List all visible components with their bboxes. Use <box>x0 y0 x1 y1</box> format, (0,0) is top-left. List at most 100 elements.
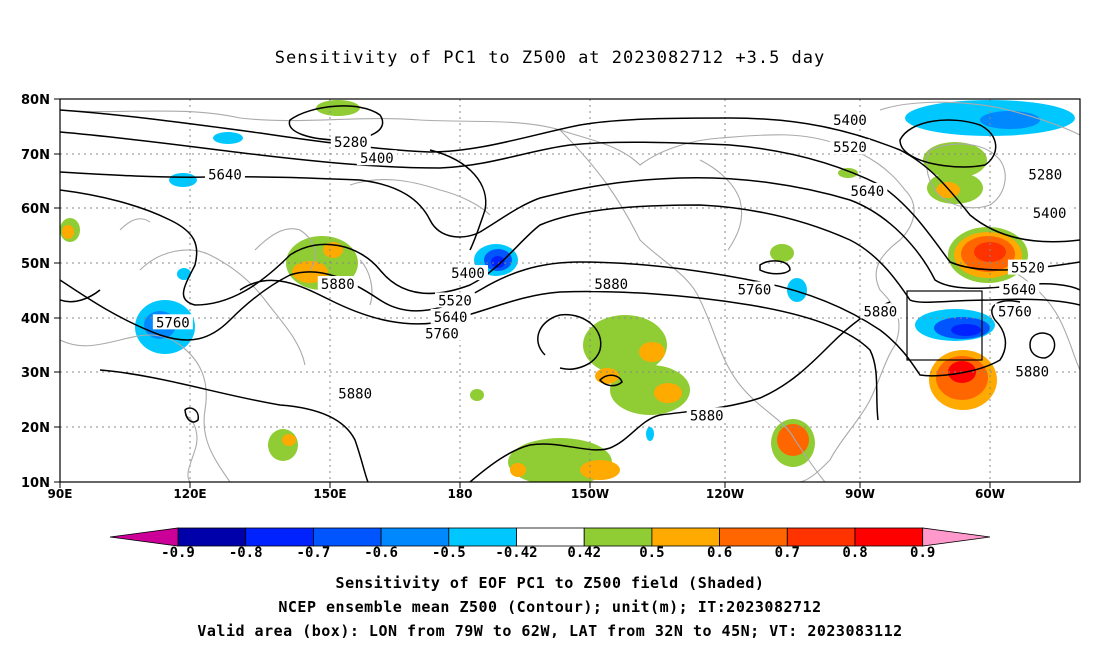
contour-label-bg <box>335 385 376 401</box>
caption-line-3: Valid area (box): LON from 79W to 62W, L… <box>197 622 903 640</box>
contour-label: 5880 <box>338 386 372 402</box>
contour-label: 5280 <box>1028 168 1062 184</box>
contour-label-bg <box>734 281 775 297</box>
lon-label: 180 <box>447 487 472 501</box>
contour-label-bg <box>356 150 397 166</box>
colorbar-label: -0.9 <box>161 545 195 561</box>
negative-anomaly <box>213 132 243 144</box>
contour-label: 5640 <box>1002 283 1036 299</box>
contour-label: 5640 <box>434 310 468 326</box>
positive-anomaly <box>654 383 682 403</box>
contour-label: 5880 <box>1015 365 1049 381</box>
positive-anomaly <box>282 434 296 446</box>
contour-label-bg <box>860 303 901 319</box>
coastlines <box>60 101 1080 482</box>
contour-label-bg <box>317 276 358 292</box>
lon-label: 120E <box>173 487 206 501</box>
contour-label-bg <box>1012 363 1053 379</box>
shading-layer <box>60 100 1075 482</box>
colorbar-label: -0.6 <box>364 545 398 561</box>
contour-label-bg <box>434 292 475 308</box>
contour-label: 5280 <box>334 135 368 151</box>
contour-label: 5400 <box>451 266 485 282</box>
positive-anomaly <box>510 463 526 477</box>
positive-anomaly <box>838 168 858 178</box>
negative-anomaly <box>491 256 505 268</box>
colorbar-label: 0.9 <box>910 545 935 561</box>
contour-label: 5760 <box>425 326 459 342</box>
contour-label-bg <box>686 407 727 423</box>
lat-label: 30N <box>21 366 50 381</box>
lon-label: 90W <box>845 487 875 501</box>
contour-label-bg <box>994 303 1035 319</box>
colorbar-swatch <box>177 527 247 547</box>
contour-label-bg <box>430 308 471 324</box>
colorbar-swatch <box>448 527 517 547</box>
negative-anomaly <box>169 173 197 187</box>
colorbar-swatch <box>854 527 924 547</box>
colorbar-label: -0.5 <box>432 545 466 561</box>
positive-anomaly <box>62 225 74 239</box>
lon-label: 120W <box>706 487 744 501</box>
contour-label-bg <box>829 139 870 155</box>
contour-label-bg <box>847 183 888 199</box>
contour-label-bg <box>1025 166 1066 182</box>
contour-label-bg <box>204 166 245 182</box>
lon-label: 150E <box>313 487 346 501</box>
colorbar-labels: -0.9 -0.8 -0.7 -0.6 -0.5 -0.42 0.42 0.5 0.6 0.7 0.… <box>161 545 935 561</box>
lon-label: 150W <box>571 487 609 501</box>
contour-label-bg <box>1007 259 1048 275</box>
contour-label: 5760 <box>156 315 190 331</box>
negative-anomaly <box>980 111 1040 129</box>
colorbar-swatch <box>245 527 314 547</box>
colorbar-label: 0.5 <box>639 545 664 561</box>
longitude-labels: 90E 120E 150E 180 150W 120W 90W 60W <box>48 487 1005 501</box>
colorbar-swatch <box>380 527 450 547</box>
caption-line-2: NCEP ensemble mean Z500 (Contour); unit(… <box>278 598 822 616</box>
map-frame <box>59 98 1081 483</box>
caption-line-1: Sensitivity of EOF PC1 to Z500 field (Sh… <box>335 574 765 592</box>
contour-label: 5760 <box>998 304 1032 320</box>
colorbar-label: 0.7 <box>775 545 800 561</box>
positive-anomaly <box>770 244 794 262</box>
lat-label: 40N <box>21 312 50 327</box>
contour-label-bg <box>591 276 632 292</box>
colorbar-label: 0.42 <box>567 545 601 561</box>
lat-label: 10N <box>21 476 50 491</box>
positive-anomaly <box>470 389 484 401</box>
contour-label-bg <box>330 133 371 149</box>
contour-label: 5400 <box>360 151 394 167</box>
valid-area-box <box>906 290 983 361</box>
colorbar-swatch <box>651 527 721 547</box>
contour-labels: 5280540056405400552056405280540055205640… <box>152 111 1070 424</box>
contour-label-bg <box>448 265 488 281</box>
contour-label: 5760 <box>738 283 772 299</box>
contour-label: 5880 <box>594 277 628 293</box>
lat-label: 50N <box>21 257 50 272</box>
lat-label: 80N <box>21 93 50 108</box>
colorbar <box>109 527 991 547</box>
contour-label-bg <box>829 111 870 127</box>
colorbar-swatch <box>516 527 585 547</box>
positive-anomaly <box>974 242 1006 262</box>
z500-contours <box>60 105 1080 482</box>
contour-label-bg <box>999 281 1040 297</box>
lat-label: 60N <box>21 202 50 217</box>
positive-anomaly <box>580 460 620 480</box>
positive-anomaly <box>268 429 298 461</box>
plot-title: Sensitivity of PC1 to Z500 at 2023082712… <box>274 48 826 68</box>
colorbar-label: 0.8 <box>842 545 867 561</box>
negative-anomaly <box>951 324 981 336</box>
positive-anomaly <box>923 142 987 178</box>
colorbar-swatch <box>719 527 788 547</box>
positive-anomaly <box>316 100 360 116</box>
contour-label: 5520 <box>833 140 867 156</box>
lat-label: 20N <box>21 421 50 436</box>
latitude-labels: 80N 70N 60N 50N 40N 30N 20N 10N <box>21 93 50 491</box>
colorbar-min-arrow <box>109 527 179 547</box>
colorbar-label: -0.8 <box>229 545 263 561</box>
lon-label: 90E <box>48 487 73 501</box>
colorbar-label: 0.6 <box>707 545 732 561</box>
colorbar-swatch <box>583 527 653 547</box>
